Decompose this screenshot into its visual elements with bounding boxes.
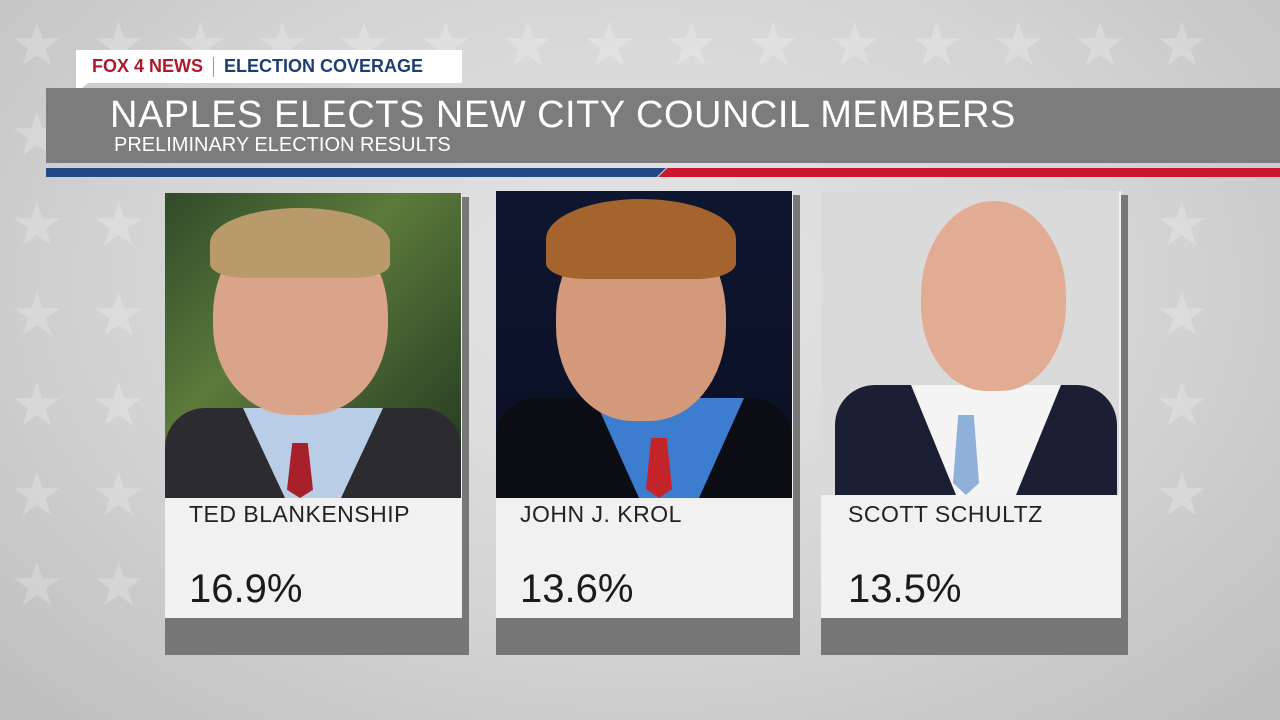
card-shadow — [821, 618, 1128, 655]
card-body: SCOTT SCHULTZ 13.5% — [821, 191, 1121, 618]
candidate-photo — [496, 191, 792, 498]
headline-title: NAPLES ELECTS NEW CITY COUNCIL MEMBERS — [110, 94, 1016, 136]
candidate-percent: 16.9% — [189, 567, 303, 611]
headline-subtitle: PRELIMINARY ELECTION RESULTS — [114, 134, 451, 156]
card-body: JOHN J. KROL 13.6% — [496, 191, 793, 618]
card-body: TED BLANKENSHIP 16.9% — [165, 193, 462, 618]
candidate-photo — [821, 191, 1119, 495]
candidate-card: JOHN J. KROL 13.6% — [496, 191, 800, 655]
card-shadow — [792, 195, 800, 620]
candidate-photo — [165, 193, 461, 498]
candidate-card: SCOTT SCHULTZ 13.5% — [821, 191, 1128, 655]
candidate-card: TED BLANKENSHIP 16.9% — [165, 193, 469, 655]
network-tag: FOX 4 NEWS ELECTION COVERAGE — [76, 50, 462, 83]
divider — [213, 56, 215, 77]
card-shadow — [496, 618, 800, 655]
candidate-percent: 13.6% — [520, 567, 634, 611]
candidate-name: TED BLANKENSHIP — [189, 501, 410, 527]
card-shadow — [461, 197, 469, 622]
candidate-percent: 13.5% — [848, 567, 962, 611]
red-stripe — [658, 168, 1280, 177]
section-name: ELECTION COVERAGE — [224, 56, 424, 76]
network-name: FOX 4 NEWS — [92, 56, 204, 76]
candidate-name: SCOTT SCHULTZ — [848, 501, 1043, 527]
card-shadow — [1120, 195, 1128, 620]
headline-banner: NAPLES ELECTS NEW CITY COUNCIL MEMBERS P… — [46, 88, 1280, 163]
card-shadow — [165, 618, 469, 655]
candidate-name: JOHN J. KROL — [520, 501, 682, 527]
blue-stripe — [46, 168, 666, 177]
